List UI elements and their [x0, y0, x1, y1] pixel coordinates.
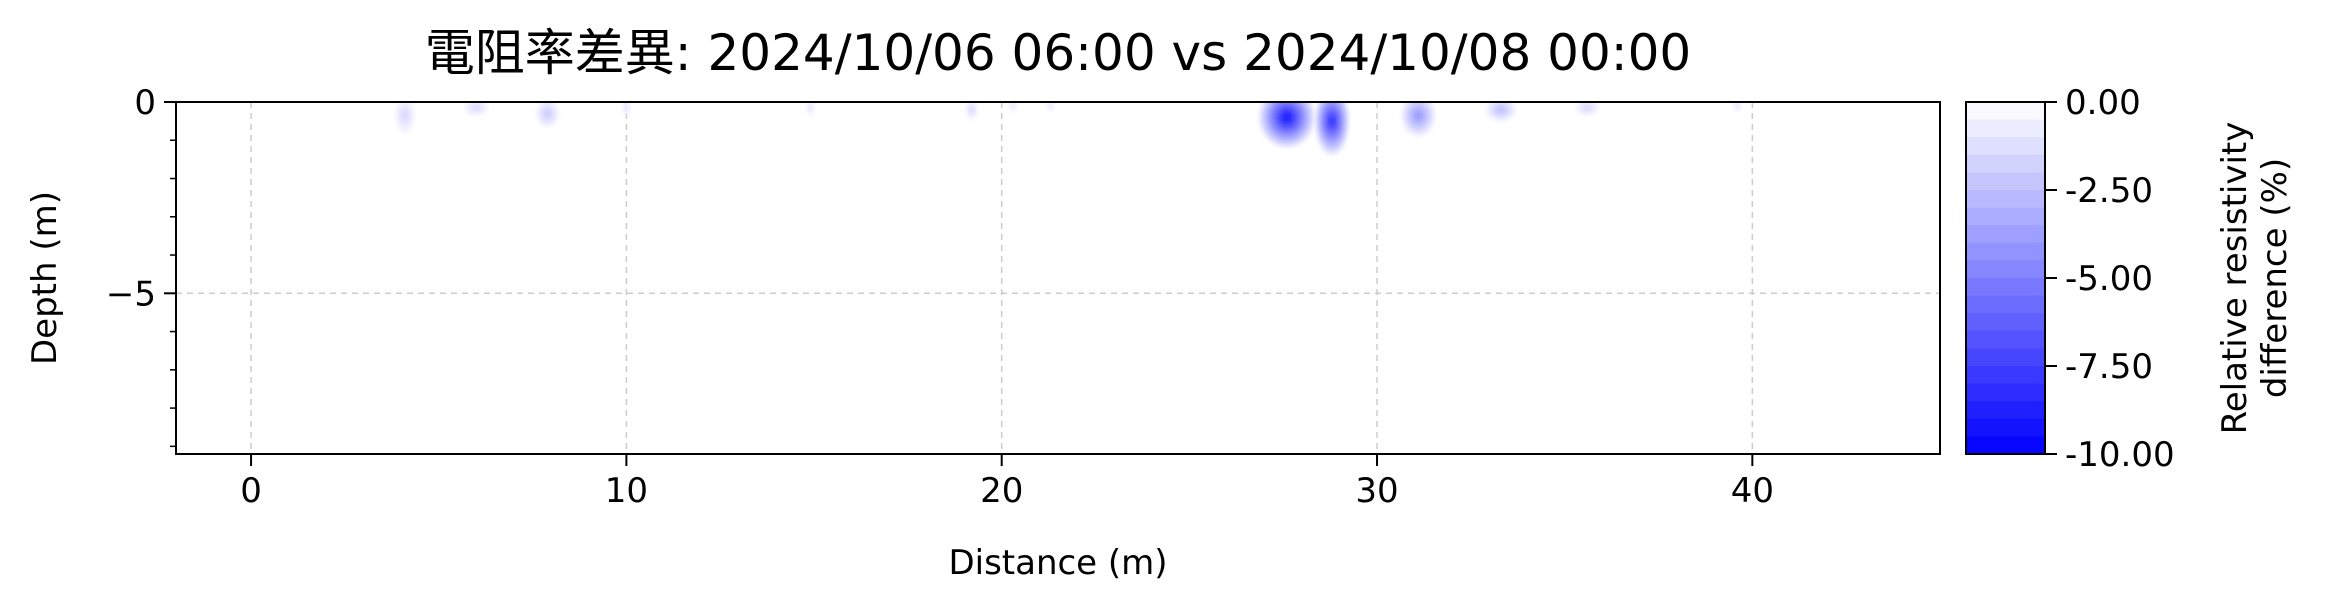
x-tick-label: 0 — [240, 471, 262, 511]
colorbar-tick-label: -5.00 — [2065, 259, 2153, 299]
colorbar-band — [1966, 225, 2045, 244]
x-tick-label: 10 — [605, 471, 648, 511]
anomaly — [806, 102, 815, 116]
y-axis-label: Depth (m) — [25, 191, 65, 365]
anomaly — [1485, 102, 1516, 122]
contour-level — [401, 109, 409, 122]
anomaly — [536, 102, 559, 127]
plot-area — [395, 102, 1742, 156]
anomaly — [966, 102, 978, 120]
x-tick-label: 30 — [1355, 471, 1398, 511]
contour-level — [472, 105, 481, 111]
contour-level — [1010, 102, 1015, 109]
contour-level — [1583, 105, 1591, 111]
anomaly — [1575, 102, 1599, 116]
contour-level — [1497, 107, 1504, 112]
contour-level — [1048, 102, 1053, 109]
colorbar-band — [1966, 348, 2045, 367]
contour-level — [969, 106, 974, 113]
anomaly — [464, 102, 488, 116]
x-tick-label: 40 — [1731, 471, 1774, 511]
anomaly — [1733, 102, 1742, 112]
colorbar-band — [1966, 260, 2045, 279]
anomaly — [622, 102, 631, 116]
contour-level — [1416, 112, 1421, 119]
colorbar-tick-label: -10.00 — [2065, 435, 2175, 475]
grid-lines — [176, 102, 1940, 454]
contour-level — [1284, 115, 1289, 120]
colorbar-band — [1966, 330, 2045, 349]
colorbar-band — [1966, 418, 2045, 437]
anomaly — [1258, 102, 1316, 148]
colorbar-band — [1966, 190, 2045, 209]
colorbar-band — [1966, 119, 2045, 138]
contour-level — [1735, 102, 1740, 109]
contour-level — [544, 110, 551, 117]
y-axis: 0 −5 — [106, 83, 176, 448]
colorbar-band — [1966, 366, 2045, 385]
colorbar-band — [1966, 313, 2045, 332]
colorbar-band — [1966, 295, 2045, 314]
plot-frame — [175, 101, 1941, 455]
colorbar-band — [1966, 401, 2045, 420]
colorbar-band — [1966, 278, 2045, 297]
anomaly — [1315, 102, 1349, 156]
contour-level — [624, 103, 629, 112]
colorbar-band — [1966, 207, 2045, 226]
colorbar: 0.00 -2.50 -5.00 -7.50 -10.00 — [1965, 83, 2175, 475]
anomaly — [1401, 102, 1436, 137]
colorbar-band — [1966, 242, 2045, 261]
anomaly — [395, 102, 415, 133]
colorbar-label-line-2: difference (%) — [2255, 158, 2295, 398]
chart-title: 電阻率差異: 2024/10/06 06:00 vs 2024/10/08 00… — [425, 24, 1692, 82]
contour-level — [1329, 118, 1334, 124]
colorbar-band — [1966, 102, 2045, 121]
y-tick-label: 0 — [134, 83, 156, 123]
colorbar-band — [1966, 383, 2045, 402]
y-tick-label: −5 — [106, 274, 156, 314]
colorbar-band — [1966, 436, 2045, 455]
colorbar-band — [1966, 172, 2045, 191]
colorbar-band — [1966, 137, 2045, 156]
colorbar-tick-label: -2.50 — [2065, 171, 2153, 211]
colorbar-tick-label: -7.50 — [2065, 347, 2153, 387]
colorbar-tick-label: 0.00 — [2065, 83, 2141, 123]
x-axis-label: Distance (m) — [948, 543, 1167, 583]
colorbar-label-line-1: Relative resistivity — [2215, 122, 2255, 435]
x-tick-label: 20 — [980, 471, 1023, 511]
colorbar-band — [1966, 154, 2045, 173]
x-axis: 0 10 20 30 40 — [240, 454, 1774, 511]
anomaly — [1047, 102, 1054, 112]
contour-level — [808, 103, 813, 112]
anomaly — [1009, 102, 1017, 112]
